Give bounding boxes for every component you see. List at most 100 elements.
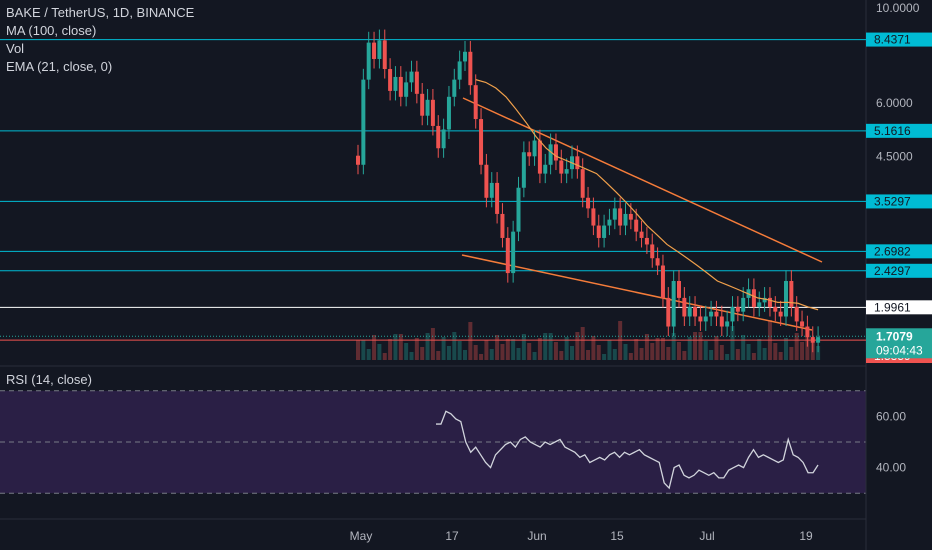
candle-body: [468, 51, 473, 86]
candle-body: [511, 231, 516, 274]
volume-bar: [382, 353, 387, 360]
volume-bar: [703, 341, 708, 360]
candle-body: [719, 316, 724, 327]
candle-body: [762, 297, 767, 303]
candle-body: [660, 265, 665, 298]
chart-legend: BAKE / TetherUS, 1D, BINANCE MA (100, cl…: [6, 4, 194, 76]
volume-bar: [591, 336, 596, 360]
rsi-tick-label: 60.00: [876, 409, 906, 423]
volume-bar: [430, 328, 435, 360]
candle-body: [730, 306, 735, 322]
candle-body: [709, 311, 714, 317]
volume-bar: [586, 350, 591, 360]
candle-body: [516, 187, 521, 232]
candle-body: [436, 125, 441, 149]
candle-body: [794, 306, 799, 322]
time-tick-label: Jun: [527, 529, 546, 543]
volume-bar: [414, 338, 419, 360]
volume-bar: [687, 337, 692, 360]
indicator-ma-label[interactable]: MA (100, close): [6, 23, 97, 38]
candle-body: [591, 208, 596, 226]
volume-bar: [794, 333, 799, 360]
candle-body: [580, 169, 585, 198]
candle-body: [409, 71, 414, 83]
candle-body: [586, 197, 591, 209]
volume-bar: [511, 339, 516, 360]
volume-bar: [446, 346, 451, 360]
candle-body: [767, 297, 772, 307]
candle-body: [404, 82, 409, 97]
candle-body: [537, 140, 542, 174]
candle-body: [366, 42, 371, 80]
candle-body: [463, 51, 467, 62]
candle-body: [757, 302, 762, 307]
volume-bar: [527, 343, 532, 360]
candle-body: [457, 61, 462, 80]
time-tick-label: Jul: [699, 529, 714, 543]
price-level-tag: [866, 244, 932, 259]
volume-bar: [778, 352, 783, 360]
volume-bar: [757, 339, 762, 360]
indicator-vol-label[interactable]: Vol: [6, 41, 25, 56]
candle-body: [495, 182, 500, 214]
candle-body: [666, 297, 671, 327]
volume-bar: [650, 343, 655, 360]
candle-body: [452, 79, 457, 97]
rsi-legend[interactable]: RSI (14, close): [6, 372, 92, 387]
price-axis: 8.43715.16163.52972.69822.42971.99611.67…: [866, 1, 932, 475]
candle-body: [553, 144, 558, 161]
candle-body: [628, 213, 633, 220]
volume-bar: [784, 338, 788, 360]
candle-body: [634, 219, 639, 232]
candle-body: [388, 69, 393, 91]
volume-bar: [773, 343, 778, 360]
price-level-tag: [866, 194, 932, 209]
volume-bar: [441, 337, 446, 360]
volume-bar: [372, 335, 377, 360]
candle-body: [425, 99, 430, 116]
candle-body: [473, 85, 478, 120]
volume-bar: [800, 342, 805, 360]
candle-body: [382, 40, 387, 70]
volume-bar: [537, 338, 542, 360]
price-level-label: 2.4297: [874, 264, 911, 278]
candle-body: [650, 244, 655, 259]
volume-bar: [377, 344, 382, 360]
volume-bar: [425, 333, 430, 360]
candle-body: [398, 76, 403, 97]
volume-bar: [580, 327, 585, 360]
candle-body: [393, 76, 398, 91]
candle-body: [527, 152, 532, 157]
candle-body: [682, 297, 687, 317]
candle-body: [612, 208, 617, 220]
price-levels: [0, 39, 866, 341]
volume-bar: [596, 345, 601, 360]
candle-body: [687, 306, 692, 317]
price-tick-label: 10.0000: [876, 1, 920, 15]
price-level-label: 1.9961: [874, 300, 911, 314]
volume-bar: [409, 352, 414, 360]
volume-bar: [463, 350, 467, 360]
time-tick-label: 15: [610, 529, 624, 543]
candle-body: [623, 213, 628, 226]
volume-bars: [356, 320, 821, 360]
volume-bar: [666, 347, 671, 360]
time-tick-label: 19: [799, 529, 813, 543]
candle-body: [639, 231, 644, 238]
candle-body: [698, 316, 703, 322]
volume-bar: [709, 350, 714, 360]
candle-body: [479, 119, 484, 165]
volume-bar: [570, 346, 574, 360]
candle-body: [521, 152, 526, 188]
symbol-title[interactable]: BAKE / TetherUS, 1D, BINANCE: [6, 5, 195, 20]
candle-body: [564, 169, 569, 174]
volume-bar: [532, 352, 537, 360]
price-level-label: 5.1616: [874, 124, 911, 138]
indicator-ema-label[interactable]: EMA (21, close, 0): [6, 59, 113, 74]
candle-body: [602, 225, 607, 238]
volume-bar: [564, 337, 569, 360]
candle-body: [420, 93, 425, 116]
candle-body: [618, 208, 623, 226]
candle-body: [816, 337, 821, 343]
